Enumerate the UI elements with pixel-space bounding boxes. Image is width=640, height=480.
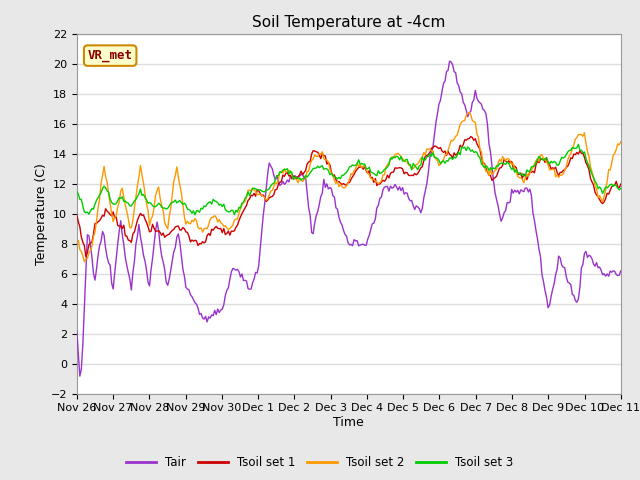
Y-axis label: Temperature (C): Temperature (C) [35, 163, 48, 264]
Text: VR_met: VR_met [88, 49, 132, 62]
X-axis label: Time: Time [333, 416, 364, 429]
Legend: Tair, Tsoil set 1, Tsoil set 2, Tsoil set 3: Tair, Tsoil set 1, Tsoil set 2, Tsoil se… [122, 452, 518, 474]
Title: Soil Temperature at -4cm: Soil Temperature at -4cm [252, 15, 445, 30]
